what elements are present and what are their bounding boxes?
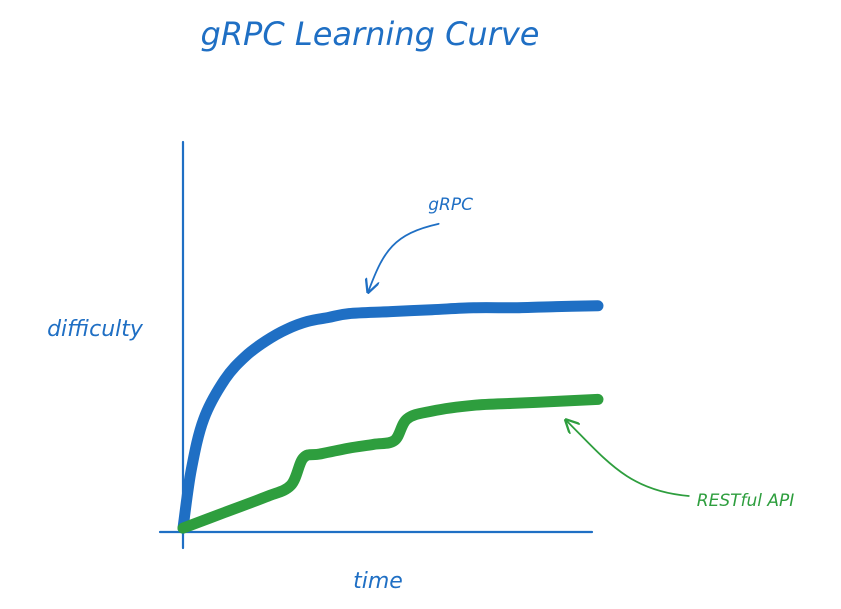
y-axis-label: difficulty	[47, 317, 144, 342]
annotation-label-grpc: gRPC	[428, 195, 473, 215]
chart-title: gRPC Learning Curve	[201, 15, 540, 53]
annotation-label-restful-api: RESTful API	[697, 491, 795, 511]
series-line-restful-api	[177, 393, 604, 534]
x-axis-label: time	[353, 569, 403, 594]
series-layer	[177, 300, 604, 534]
annotation-arrow-grpc	[369, 222, 440, 291]
annotation-layer: gRPC RESTful API	[369, 195, 795, 511]
annotation-arrow-restful-api	[567, 421, 690, 497]
series-line-grpc	[177, 300, 604, 534]
